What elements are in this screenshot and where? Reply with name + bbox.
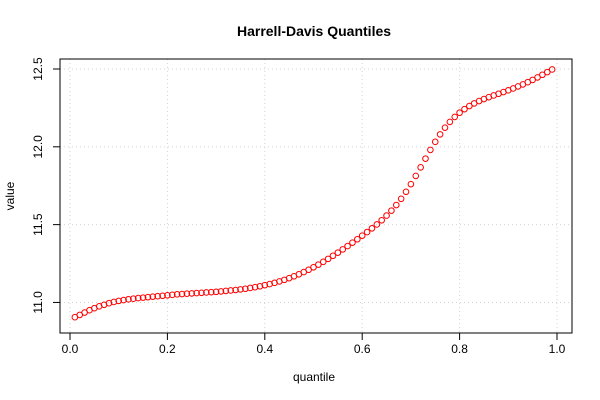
data-point — [324, 255, 332, 263]
data-point — [427, 146, 434, 154]
data-point — [446, 118, 454, 126]
x-axis: 0.0 0.2 0.4 0.6 0.8 1.0 — [62, 332, 566, 356]
data-point — [242, 285, 249, 293]
x-tick-label-2: 0.4 — [256, 342, 273, 356]
data-point — [183, 290, 191, 298]
data-point — [198, 289, 205, 297]
data-point — [383, 212, 390, 219]
y-tick-label-3: 12.5 — [31, 57, 45, 81]
data-point — [534, 74, 541, 81]
x-tick-label-5: 1.0 — [549, 342, 566, 356]
x-tick-label-3: 0.6 — [354, 342, 371, 356]
data-point — [164, 291, 171, 299]
x-tick-label-4: 0.8 — [451, 342, 468, 356]
y-tick-label-2: 12.0 — [31, 135, 45, 159]
data-point — [436, 131, 444, 138]
y-axis-label: value — [3, 181, 17, 210]
data-point — [159, 292, 166, 300]
data-point — [373, 221, 381, 228]
data-point — [441, 124, 449, 131]
data-point — [451, 113, 459, 121]
data-point — [115, 297, 122, 305]
data-point — [149, 293, 157, 300]
data-point — [422, 155, 429, 162]
data-point — [173, 291, 181, 298]
data-point — [417, 164, 424, 171]
data-point — [178, 290, 186, 298]
data-point — [188, 290, 196, 297]
data-point — [120, 296, 127, 304]
data-point — [334, 249, 342, 256]
data-point — [144, 293, 152, 301]
data-point — [246, 284, 254, 292]
grid — [60, 59, 572, 333]
x-axis-label: quantile — [293, 370, 335, 384]
data-point — [139, 294, 147, 301]
data-point — [397, 195, 405, 203]
data-point — [431, 138, 439, 146]
data-point — [134, 294, 142, 302]
data-point — [392, 201, 400, 209]
data-point — [456, 109, 463, 117]
data-point — [354, 235, 361, 243]
data-point — [256, 282, 264, 290]
data-point — [461, 105, 468, 113]
data-point — [363, 228, 371, 236]
data-point — [212, 288, 220, 296]
data-point — [368, 225, 376, 232]
y-axis: 11.0 11.5 12.0 12.5 — [31, 57, 61, 314]
data-point — [349, 239, 356, 246]
data-point — [222, 287, 230, 295]
y-tick-label-1: 11.5 — [31, 213, 45, 236]
data-point — [217, 288, 225, 295]
data-point — [539, 71, 546, 79]
data-point — [154, 292, 161, 300]
data-point — [407, 180, 415, 188]
data-point — [261, 281, 269, 289]
data-point — [130, 295, 137, 303]
data-point — [237, 286, 244, 293]
data-point — [344, 242, 351, 250]
data-point — [168, 291, 176, 299]
x-tick-label-0: 0.0 — [62, 342, 79, 356]
data-point — [329, 252, 337, 260]
plot-frame — [59, 58, 573, 334]
data-point — [207, 288, 215, 296]
data-point — [193, 289, 200, 297]
data-point — [548, 66, 556, 73]
chart-title: Harrell-Davis Quantiles — [237, 23, 391, 39]
data-point — [358, 232, 366, 239]
data-point — [110, 298, 118, 306]
data-point — [412, 172, 420, 180]
data-point — [378, 216, 385, 224]
data-point — [466, 102, 473, 110]
data-point — [339, 246, 347, 253]
data-point — [310, 263, 317, 271]
data-point — [232, 286, 239, 294]
data-point — [315, 261, 322, 268]
data-point — [388, 207, 395, 214]
data-point — [125, 296, 132, 303]
data-point — [227, 287, 235, 294]
y-tick-label-0: 11.0 — [31, 291, 45, 314]
x-tick-label-1: 0.2 — [159, 342, 176, 356]
data-point — [402, 188, 410, 196]
data-point — [543, 68, 551, 76]
data-point — [203, 289, 210, 296]
data-points — [71, 66, 556, 321]
data-point — [251, 283, 259, 291]
data-point — [319, 258, 327, 266]
